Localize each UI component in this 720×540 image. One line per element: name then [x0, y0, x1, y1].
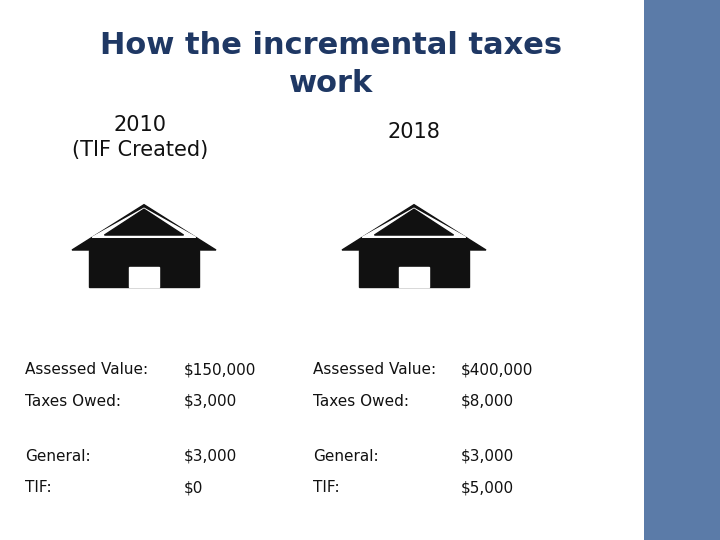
Text: $3,000: $3,000: [184, 449, 237, 464]
Bar: [359, 250, 469, 287]
Text: 2010
(TIF Created): 2010 (TIF Created): [72, 116, 209, 160]
Text: How the incremental taxes: How the incremental taxes: [100, 31, 562, 60]
Text: 2018: 2018: [387, 122, 441, 143]
Text: TIF:: TIF:: [25, 480, 52, 495]
Polygon shape: [72, 205, 216, 250]
Text: $3,000: $3,000: [184, 394, 237, 409]
Text: $8,000: $8,000: [461, 394, 514, 409]
Text: General:: General:: [313, 449, 379, 464]
Text: $3,000: $3,000: [461, 449, 514, 464]
Text: Taxes Owed:: Taxes Owed:: [313, 394, 409, 409]
Text: TIF:: TIF:: [313, 480, 340, 495]
Text: $150,000: $150,000: [184, 362, 256, 377]
Text: General:: General:: [25, 449, 91, 464]
Polygon shape: [374, 209, 454, 235]
Text: Taxes Owed:: Taxes Owed:: [25, 394, 121, 409]
Text: $400,000: $400,000: [461, 362, 534, 377]
Text: $5,000: $5,000: [461, 480, 514, 495]
Bar: [399, 267, 429, 287]
Bar: [89, 250, 199, 287]
Text: Assessed Value:: Assessed Value:: [313, 362, 436, 377]
Text: work: work: [289, 69, 374, 98]
Text: Assessed Value:: Assessed Value:: [25, 362, 148, 377]
Polygon shape: [342, 205, 486, 250]
Polygon shape: [104, 209, 184, 235]
Bar: [129, 267, 159, 287]
Text: $0: $0: [184, 480, 203, 495]
Polygon shape: [362, 208, 466, 237]
Polygon shape: [92, 208, 196, 237]
Bar: [644, 0, 720, 540]
